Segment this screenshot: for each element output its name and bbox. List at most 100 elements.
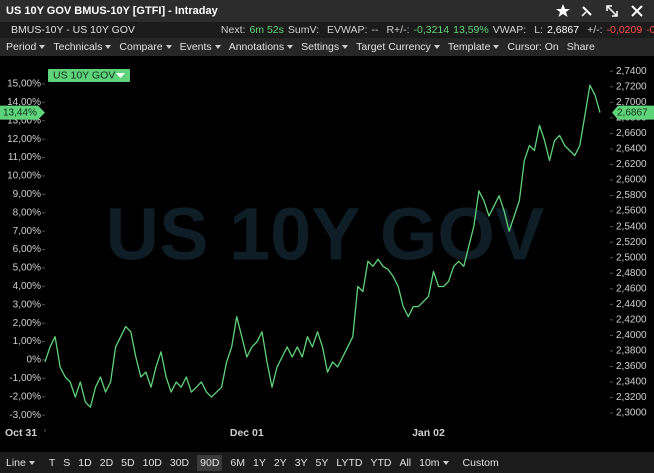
y-tick-label: 1,00% <box>13 336 41 347</box>
range-button[interactable]: Custom <box>462 456 499 469</box>
y2-tick-label: 2,3800 <box>616 346 647 357</box>
y2-tick-label: 2,3400 <box>616 377 647 388</box>
info-bar: BMUS-10Y - US 10Y GOV Next: 6m 52s SumV: EV… <box>0 22 654 38</box>
range-button[interactable]: 5D <box>121 456 135 469</box>
y2-tick-label: 2,7000 <box>616 97 647 108</box>
menu-item[interactable]: Technicals <box>53 41 111 53</box>
y-tick-label: 15,00% <box>7 79 41 90</box>
last-value-label-y2: 2,6867 <box>617 107 648 118</box>
star-icon[interactable] <box>556 4 570 17</box>
range-button[interactable]: 6M <box>230 456 245 469</box>
y-tick-label: 0% <box>27 355 42 366</box>
info-item: SumV: <box>287 24 319 36</box>
last-value-badge-y2 <box>612 105 654 120</box>
range-button[interactable]: All <box>399 456 412 469</box>
range-button[interactable]: 1D <box>78 456 92 469</box>
range-bar: Line T S 1D 2D 5D 10D 30D 90D 6M 1Y 2Y 3Y 5Y LYTD YTD Al… <box>0 452 654 473</box>
menu-item[interactable]: Events <box>180 41 221 53</box>
y2-tick-label: 2,6600 <box>616 128 647 139</box>
y-tick-label: 14,00% <box>7 97 41 108</box>
range-button[interactable]: 2D <box>99 456 114 469</box>
menu-bar: Period Technicals Compare Events Annotations… <box>0 38 654 56</box>
y2-tick-label: 2,6200 <box>616 159 647 170</box>
y-tick-label: -1,00% <box>9 373 41 384</box>
close-icon[interactable] <box>631 5 643 17</box>
y2-tick-label: 2,5000 <box>616 252 647 263</box>
range-button[interactable]: T <box>48 456 56 469</box>
x-tick-label: Jan 02 <box>412 427 445 439</box>
menu-item[interactable]: Template <box>448 41 500 53</box>
y2-tick-label: 2,7400 <box>616 66 647 77</box>
info-item: Next: <box>220 24 246 36</box>
menu-item[interactable]: Cursor: On <box>507 41 559 53</box>
y-tick-label: -3,00% <box>9 410 41 421</box>
menu-item[interactable]: Period <box>6 41 45 53</box>
y2-tick-label: 2,4600 <box>616 283 647 294</box>
menu-item[interactable]: Target Currency <box>356 41 440 53</box>
range-button[interactable]: 2Y <box>273 456 287 469</box>
range-button[interactable]: 3Y <box>294 456 308 469</box>
chart: US 10Y GOV -3,00% -2,00% -1,00% 0% 1,00% 2,00… <box>0 56 654 452</box>
legend-label: US 10Y GOV <box>53 69 115 81</box>
y2-tick-label: 2,5600 <box>616 206 647 217</box>
y-tick-label: 8,00% <box>13 207 41 218</box>
expand-icon[interactable] <box>606 5 618 17</box>
menu-item[interactable]: Settings <box>301 41 348 53</box>
info-item: +/-: <box>587 24 603 36</box>
watermark: US 10Y GOV <box>106 193 545 276</box>
range-button[interactable]: 1Y <box>253 456 266 469</box>
y-tick-label: -2,00% <box>9 391 41 402</box>
legend-arrow <box>116 73 125 78</box>
y-tick-label: 10,00% <box>7 171 41 182</box>
y-tick-label: 2,00% <box>13 318 41 329</box>
y2-tick-label: 2,5800 <box>616 190 647 201</box>
info-item: 2,6867 <box>546 24 580 36</box>
menu-item[interactable]: Annotations <box>229 41 293 53</box>
y2-tick-label: 2,4800 <box>616 268 647 279</box>
range-button[interactable]: YTD <box>370 456 392 469</box>
y-tick-label: 3,00% <box>13 299 41 310</box>
range-button[interactable]: 5Y <box>315 456 329 469</box>
range-button[interactable]: LYTD <box>336 456 363 469</box>
last-value-label: 13,44% <box>3 107 37 118</box>
info-item: -- <box>371 24 379 36</box>
y-tick-label: 9,00% <box>13 189 41 200</box>
instrument: BMUS-10Y - US 10Y GOV <box>11 24 135 36</box>
x-tick-label: Dec 01 <box>230 427 264 439</box>
y-tick-label: 13,00% <box>7 115 41 126</box>
range-button[interactable]: 10D <box>142 456 162 469</box>
range-button[interactable]: Line <box>6 457 35 469</box>
y2-tick-label: 2,5400 <box>616 221 647 232</box>
info-item: 6m 52s <box>249 24 284 36</box>
y-tick-label: 11,00% <box>8 152 41 163</box>
range-button[interactable]: 10m <box>419 457 448 469</box>
y-tick-label: 5,00% <box>13 263 41 274</box>
info-item: VWAP: <box>492 24 527 36</box>
info-item: L: <box>534 24 543 36</box>
pin-icon[interactable] <box>581 6 592 17</box>
info-item: 13,59% <box>453 24 489 36</box>
y-tick-label: 7,00% <box>13 226 41 237</box>
range-button[interactable]: 90D <box>197 454 223 471</box>
range-button[interactable]: 30D <box>169 456 190 469</box>
y-tick-label: 4,00% <box>13 281 41 292</box>
title-bar: US 10Y GOV BMUS-10Y [GTFI] - Intraday <box>0 0 654 22</box>
y2-tick-label: 2,4200 <box>616 315 647 326</box>
y-tick-label: 6,00% <box>13 244 41 255</box>
menu-item[interactable]: Share <box>566 41 595 53</box>
y-tick-label: 12,00% <box>7 134 41 145</box>
range-button[interactable]: S <box>63 456 71 469</box>
info-item: EVWAP: <box>327 24 368 36</box>
y2-tick-label: 2,6400 <box>616 144 647 155</box>
last-value-badge <box>0 105 45 120</box>
y2-tick-label: 2,4400 <box>616 299 647 310</box>
y2-tick-label: 2,7200 <box>616 81 647 92</box>
y2-tick-label: 2,5200 <box>616 237 647 248</box>
x-tick-label: Oct 31 <box>5 427 37 439</box>
menu-item[interactable]: Compare <box>119 41 171 53</box>
info-item: -0,3214 <box>413 24 450 36</box>
y2-tick-label: 2,6000 <box>616 175 647 186</box>
price-line <box>44 84 601 408</box>
info-items: Next: 6m 52s SumV: EVWAP: -- R+/-: -0,3214 13,5… <box>221 24 654 36</box>
